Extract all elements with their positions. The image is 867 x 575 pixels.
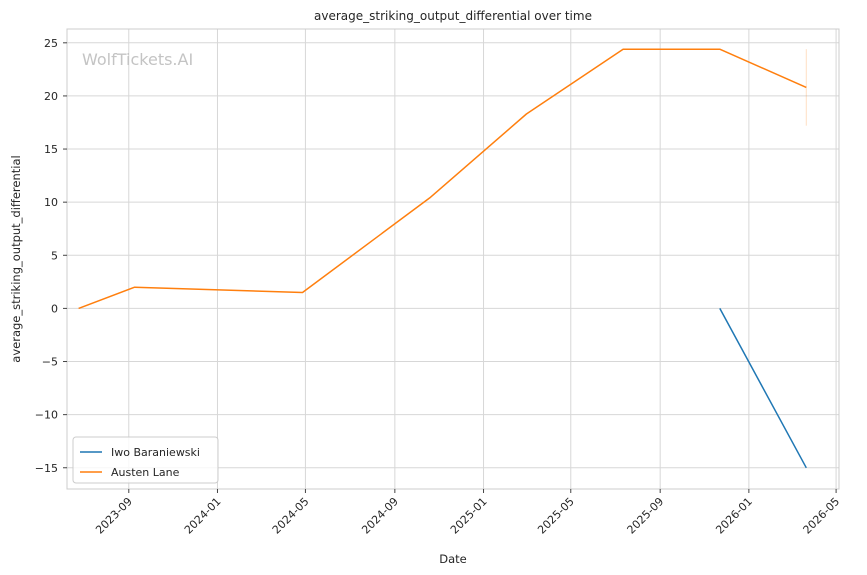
y-tick-label: 10 (44, 196, 58, 209)
y-tick-label: 20 (44, 90, 58, 103)
series-lines (78, 48, 807, 469)
y-tick-label: −10 (35, 409, 58, 422)
legend-box (72, 436, 219, 484)
chart-title: average_striking_output_differential ove… (314, 9, 592, 23)
series-line-1 (78, 48, 807, 310)
legend-label-1: Austen Lane (111, 466, 180, 479)
grid (67, 29, 839, 489)
x-tick-label: 2025-09 (625, 495, 667, 537)
x-tick-label: 2026-01 (713, 495, 755, 537)
y-tick-label: 5 (51, 249, 58, 262)
x-tick-label: 2024-01 (182, 495, 224, 537)
x-tick-label: 2025-01 (448, 495, 490, 537)
x-tick-label: 2024-09 (359, 495, 401, 537)
x-axis-label: Date (439, 552, 467, 566)
x-tick-label: 2026-05 (801, 495, 843, 537)
series-line-0 (719, 308, 807, 469)
y-tick-label: −15 (35, 462, 58, 475)
y-axis-label: average_striking_output_differential (9, 155, 23, 362)
plot-frame (66, 28, 840, 490)
y-tick-label: 0 (51, 302, 58, 315)
watermark-text: WolfTickets.AI (82, 50, 193, 69)
y-tick-label: 15 (44, 143, 58, 156)
legend: Iwo Baraniewski Austen Lane (72, 436, 219, 484)
y-tick-label: −5 (42, 356, 58, 369)
x-tick-label: 2025-05 (535, 495, 577, 537)
x-tick-label: 2023-09 (93, 495, 135, 537)
y-tick-label: 25 (44, 37, 58, 50)
x-tick-label: 2024-05 (270, 495, 312, 537)
legend-label-0: Iwo Baraniewski (111, 446, 200, 459)
